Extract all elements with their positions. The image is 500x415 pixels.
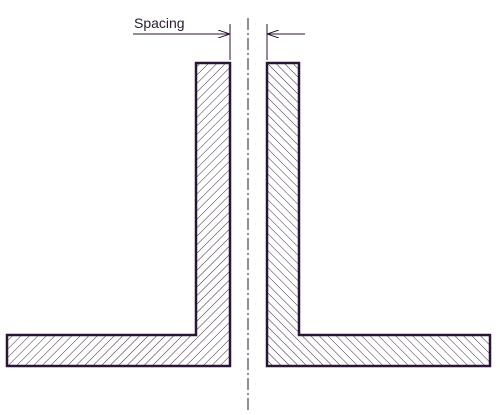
left-angle-section [5,61,232,368]
dimension-label: Spacing [134,15,185,31]
right-angle-section [265,61,492,368]
